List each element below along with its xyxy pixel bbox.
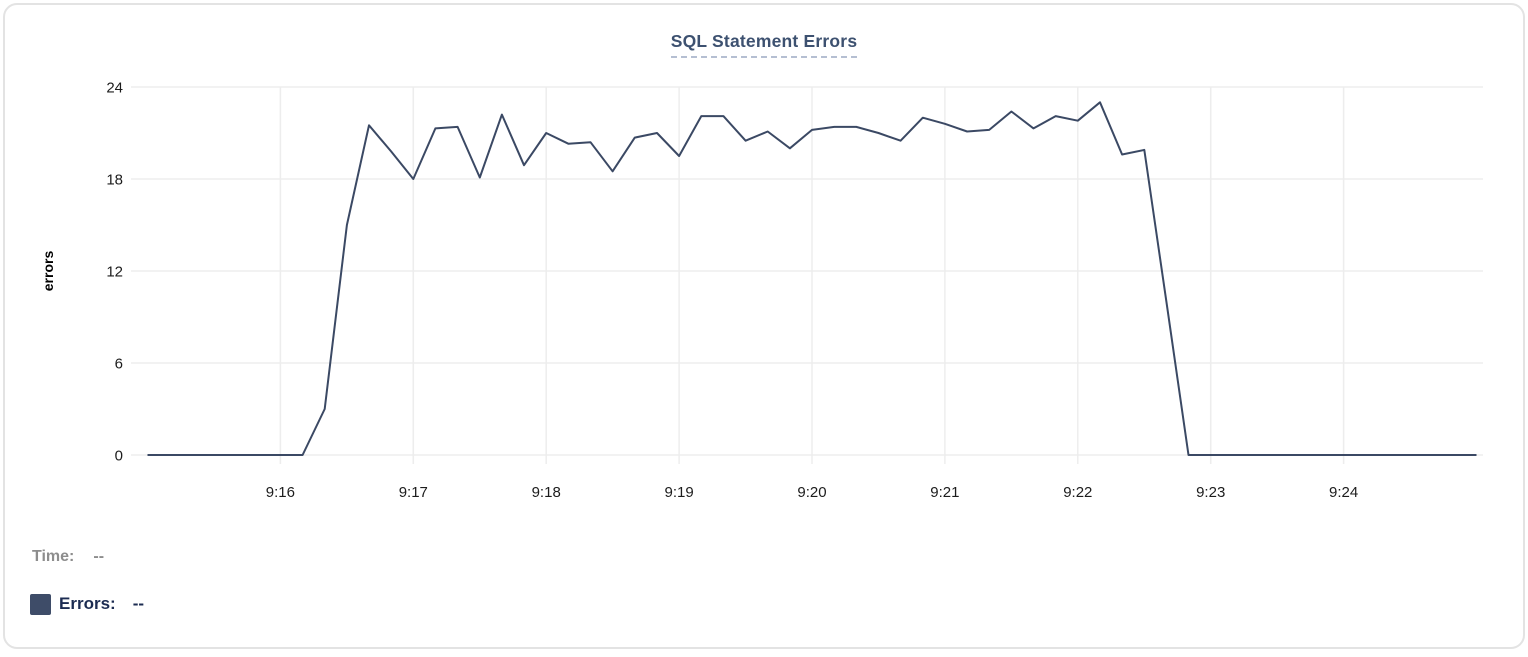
errors-series-line bbox=[147, 101, 1477, 456]
errors-series-swatch bbox=[30, 593, 51, 615]
y-tick-label: 18 bbox=[106, 172, 123, 189]
legend-time-label: Time: bbox=[32, 548, 75, 565]
y-tick-label: 0 bbox=[115, 448, 123, 465]
errors-line-chart[interactable]: 0 6 12 18 24 9:16 9:17 9:18 9:19 9:20 9:21 9:22 9:23… bbox=[5, 5, 1528, 657]
y-tick-label: 12 bbox=[106, 264, 123, 281]
legend-errors-label: Errors: bbox=[59, 594, 116, 613]
x-tick-label: 9:16 bbox=[266, 484, 295, 501]
legend-time-value: -- bbox=[93, 548, 105, 565]
x-tick-label: 9:21 bbox=[930, 484, 959, 501]
y-tick-label: 6 bbox=[115, 356, 123, 373]
y-axis-title: errors bbox=[40, 251, 56, 292]
chart-legend: Time: -- Errors: -- bbox=[30, 545, 144, 616]
x-tick-label: 9:17 bbox=[399, 484, 428, 501]
x-tick-label: 9:19 bbox=[664, 484, 693, 501]
chart-title[interactable]: SQL Statement Errors bbox=[670, 31, 858, 58]
x-tick-label: 9:18 bbox=[532, 484, 561, 501]
legend-errors-value: -- bbox=[132, 594, 145, 613]
x-tick-label: 9:23 bbox=[1196, 484, 1225, 501]
legend-time-row: Time: -- bbox=[30, 545, 144, 569]
legend-errors-row: Errors: -- bbox=[30, 592, 144, 616]
y-tick-label: 24 bbox=[106, 80, 123, 97]
x-tick-label: 9:24 bbox=[1329, 484, 1358, 501]
x-tick-label: 9:22 bbox=[1063, 484, 1092, 501]
x-tick-label: 9:20 bbox=[797, 484, 826, 501]
chart-title-wrap: SQL Statement Errors bbox=[5, 31, 1523, 58]
chart-panel: SQL Statement Errors 0 6 12 18 24 9:16 9:17 9:1… bbox=[3, 3, 1525, 649]
